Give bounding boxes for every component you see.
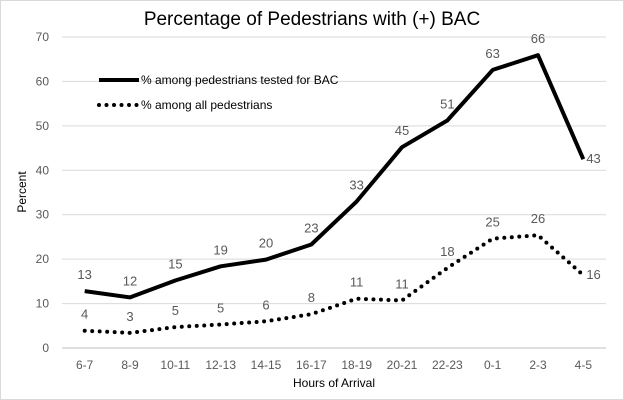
- x-tick-label: 0-1: [484, 358, 502, 372]
- series-line-1: [82, 233, 586, 335]
- legend-label-tested: % among pedestrians tested for BAC: [141, 73, 339, 87]
- data-label: 23: [304, 220, 318, 235]
- series-lines: [82, 53, 586, 335]
- series-line-0: [84, 53, 586, 300]
- data-label: 12: [123, 273, 137, 288]
- x-axis-label: Hours of Arrival: [293, 376, 375, 390]
- x-tick-label: 18-19: [341, 358, 372, 372]
- y-tick-label: 60: [36, 74, 50, 88]
- data-label: 43: [586, 151, 600, 166]
- x-tick-label: 20-21: [387, 358, 418, 372]
- y-axis-ticks: 0 10 20 30 40 50 60 70: [36, 30, 50, 355]
- data-label: 19: [213, 242, 227, 257]
- data-label: 45: [395, 123, 409, 138]
- data-label: 51: [440, 97, 454, 112]
- y-tick-label: 70: [36, 30, 50, 44]
- data-label: 20: [259, 236, 273, 251]
- legend-label-all: % among all pedestrians: [141, 98, 272, 112]
- x-axis-ticks: 6-7 8-9 10-11 12-13 14-15 16-17 18-19 20-21 22-2…: [76, 358, 592, 372]
- data-label: 15: [168, 256, 182, 271]
- y-tick-label: 40: [36, 163, 50, 177]
- y-tick-label: 50: [36, 119, 50, 133]
- x-tick-label: 6-7: [76, 358, 94, 372]
- data-label: 66: [531, 31, 545, 46]
- x-tick-label: 22-23: [432, 358, 463, 372]
- data-label: 11: [350, 275, 364, 290]
- x-tick-label: 2-3: [529, 358, 547, 372]
- y-tick-label: 0: [42, 341, 49, 355]
- data-label: 6: [262, 297, 269, 312]
- chart-title: Percentage of Pedestrians with (+) BAC: [143, 9, 481, 30]
- data-label: 4: [81, 307, 88, 322]
- data-label: 5: [172, 303, 179, 318]
- y-axis-label: Percent: [15, 171, 29, 213]
- y-tick-label: 10: [36, 297, 50, 311]
- x-tick-label: 14-15: [251, 358, 282, 372]
- data-label: 11: [395, 276, 409, 291]
- data-label: 63: [485, 46, 499, 61]
- data-label: 3: [126, 309, 133, 324]
- data-label: 5: [217, 300, 224, 315]
- data-label: 18: [440, 244, 454, 259]
- gridlines: [62, 36, 606, 349]
- data-label: 33: [349, 177, 363, 192]
- x-tick-label: 8-9: [121, 358, 139, 372]
- data-label: 26: [531, 211, 545, 226]
- x-tick-label: 4-5: [575, 358, 593, 372]
- data-label: 13: [77, 267, 91, 282]
- data-label: 8: [308, 290, 315, 305]
- data-label: 25: [485, 215, 499, 230]
- y-tick-label: 30: [36, 208, 50, 222]
- x-tick-label: 12-13: [205, 358, 236, 372]
- legend: % among pedestrians tested for BAC % amo…: [97, 73, 339, 112]
- x-tick-label: 10-11: [160, 358, 190, 372]
- data-label: 16: [586, 267, 600, 282]
- x-tick-label: 16-17: [296, 358, 327, 372]
- y-tick-label: 20: [36, 252, 50, 266]
